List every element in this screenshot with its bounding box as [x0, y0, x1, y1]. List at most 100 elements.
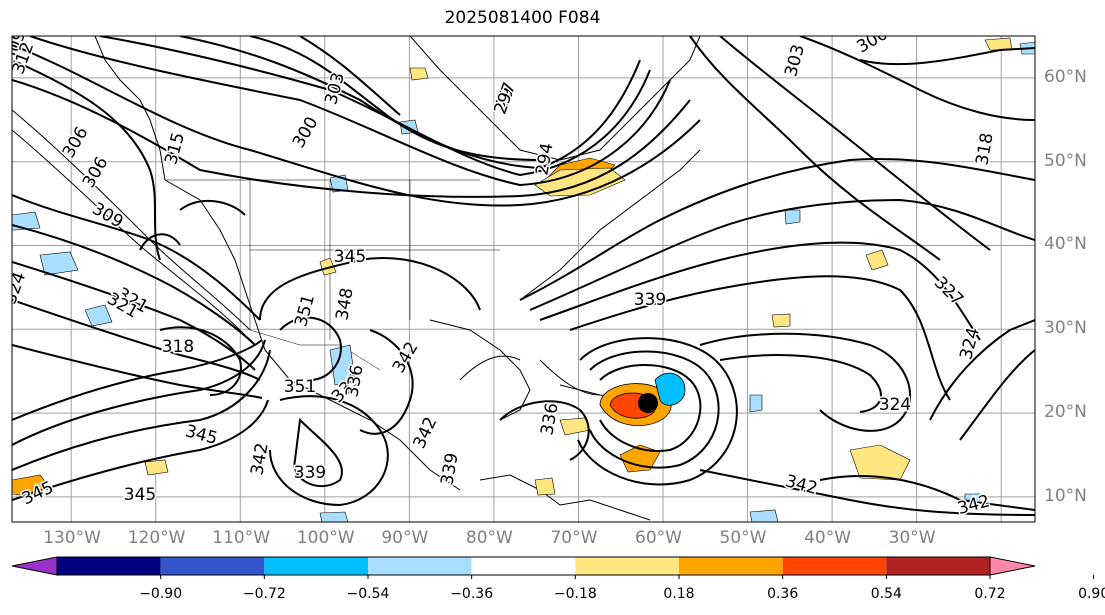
contour-line: [12, 299, 261, 381]
contour-line: [12, 339, 266, 446]
colorbar-tick-label: −0.72: [242, 586, 286, 602]
shade-positive: [144, 459, 169, 476]
colorbar-frame: [56, 556, 991, 576]
colorbar-tick-label: −0.36: [450, 586, 494, 602]
contour-line: [577, 337, 738, 486]
contour-line: [12, 344, 263, 399]
shade-positive: [619, 444, 661, 473]
us-mexico-border: [249, 329, 381, 371]
coastline-south-america: [479, 474, 651, 521]
lon-label: 90°W: [381, 528, 429, 548]
contour-line: [519, 158, 1035, 301]
contour-line: [819, 475, 1035, 511]
colorbar-tick-label: 0.72: [974, 586, 1006, 602]
contour-line: [293, 417, 343, 487]
lon-label: 30°W: [888, 528, 936, 548]
coastline-west: [94, 36, 166, 181]
colorbar-segment: [575, 557, 679, 575]
contour-line: [299, 36, 401, 116]
lon-label: 40°W: [804, 528, 852, 548]
colorbar-extend-min: [11, 556, 58, 576]
colorbar-tick-label: 0.18: [663, 586, 695, 602]
lat-label: 40°N: [1044, 234, 1087, 255]
colorbar-tick-label: 0.36: [767, 586, 799, 602]
shade-negative: [319, 511, 349, 522]
lon-label: 60°W: [635, 528, 682, 548]
contour-label: 324: [879, 395, 911, 415]
lon-label: 130°W: [43, 528, 101, 548]
colorbar-tick-label: 0.90: [1078, 586, 1105, 602]
contour-line: [279, 316, 342, 381]
shade-negative: [329, 344, 356, 386]
contour-line: [159, 326, 242, 396]
contour-label: 351: [284, 377, 316, 397]
lon-label: 120°W: [127, 528, 186, 548]
colorbar: [11, 556, 1095, 579]
contour-line: [689, 36, 941, 261]
contour-line: [529, 198, 1035, 311]
map-frame: [11, 35, 1036, 523]
contour-label: 345: [124, 485, 156, 505]
contour-line: [12, 349, 271, 471]
colorbar-segment: [160, 557, 265, 575]
shade-negative: [84, 304, 113, 327]
shade-negative: [964, 493, 981, 501]
map-title: 2025081400 F084: [444, 8, 601, 28]
colorbar-segment: [57, 557, 161, 575]
contour-line: [12, 79, 691, 198]
shade-positive: [984, 37, 1013, 51]
lat-label: 50°N: [1044, 150, 1087, 171]
contour-line: [719, 354, 882, 413]
contour-line: [269, 395, 389, 507]
colorbar-segment: [679, 557, 783, 575]
contour-lines: [12, 36, 1035, 516]
colorbar-segment: [886, 557, 990, 575]
shade-negative: [784, 209, 801, 225]
shade-negative: [749, 394, 763, 413]
contour-line: [499, 400, 590, 461]
colorbar-segment: [782, 557, 887, 575]
contour-line: [589, 350, 720, 469]
contour-line: [699, 469, 1035, 516]
contour-line: [12, 59, 161, 261]
lat-label: 10°N: [1044, 485, 1087, 506]
contour-line: [12, 44, 701, 207]
contour-label: 318: [162, 337, 194, 357]
colorbar-tick-label: −0.18: [553, 586, 597, 602]
lon-label: 50°W: [719, 528, 767, 548]
coastline-mexico: [264, 349, 461, 491]
contour-label: 339: [294, 463, 326, 483]
contour-line: [539, 359, 601, 396]
contour-line: [139, 233, 181, 251]
shade-negative: [39, 251, 79, 276]
lat-label: 60°N: [1044, 66, 1087, 87]
contour-line: [359, 329, 414, 435]
contour-line: [12, 109, 251, 331]
contour-line: [959, 349, 1035, 441]
contour-line: [699, 332, 911, 432]
contour-line: [569, 275, 951, 401]
contour-line: [179, 199, 246, 216]
lat-label: 20°N: [1044, 402, 1087, 423]
colorbar-segment: [368, 557, 472, 575]
lon-label: 80°W: [465, 528, 513, 548]
shade-positive: [849, 444, 911, 481]
contour-line: [12, 224, 256, 346]
shade-negative: [12, 211, 41, 231]
contour-label: 345: [334, 247, 366, 267]
contour-line: [12, 399, 269, 501]
contour-line: [859, 47, 1035, 66]
shade-positive: [409, 67, 429, 81]
coastline-gulf: [429, 319, 531, 421]
contour-line: [12, 339, 263, 421]
political-borders: [165, 179, 500, 371]
contour-line: [29, 36, 671, 187]
colorbar-segment: [264, 557, 368, 575]
contour-label: 339: [634, 290, 666, 310]
contour-line: [799, 36, 1035, 121]
contour-line: [929, 319, 1035, 421]
contour-line: [599, 364, 702, 452]
contour-line: [459, 355, 521, 381]
contour-line: [12, 129, 246, 336]
